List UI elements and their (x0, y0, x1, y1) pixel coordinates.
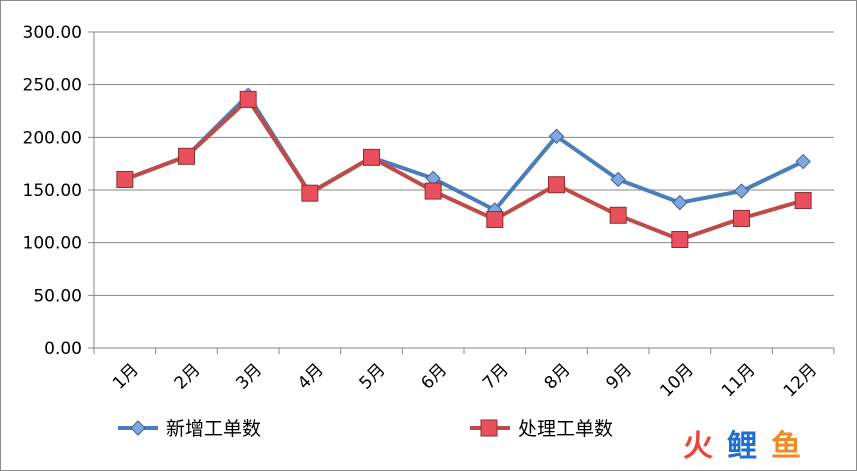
x-tick-label: 7月 (479, 360, 513, 394)
y-tick-label: 200.00 (23, 128, 82, 148)
data-point-square (424, 182, 442, 200)
y-axis-ticks: 0.00 50.00 100.00 150.00 200.00 250.00 300.00 (23, 23, 94, 359)
data-point-square (239, 90, 257, 108)
series-group (116, 87, 812, 249)
x-tick-label: 8月 (541, 360, 575, 394)
x-tick-label: 3月 (232, 360, 266, 394)
data-point-square (178, 147, 195, 165)
gridlines (94, 31, 834, 296)
legend-marker-diamond (130, 420, 146, 436)
legend-label-processed: 处理工单数 (518, 418, 613, 440)
data-point-diamond (733, 183, 750, 199)
data-point-square (301, 184, 319, 202)
x-tick-label: 11月 (718, 360, 759, 401)
watermark-char-3: 鱼 (771, 429, 801, 464)
legend-label-new: 新增工单数 (166, 418, 261, 440)
watermark-char-2: 鲤 (727, 429, 757, 464)
data-point-square (486, 210, 504, 228)
y-tick-label: 50.00 (33, 286, 82, 306)
legend: 新增工单数 处理工单数 (118, 418, 613, 440)
x-tick-label: 2月 (171, 360, 205, 394)
y-tick-label: 100.00 (23, 234, 82, 254)
series-line-1 (124, 93, 805, 213)
data-point-diamond (795, 153, 811, 170)
x-tick-label: 4月 (294, 360, 328, 394)
y-tick-label: 300.00 (23, 23, 82, 43)
data-point-diamond (548, 128, 565, 144)
watermark-logo: 火 鲤 鱼 (683, 429, 801, 464)
x-tick-label: 12月 (780, 360, 821, 401)
data-point-square (548, 176, 565, 194)
x-tick-label: 5月 (356, 360, 390, 394)
data-point-square (733, 209, 750, 227)
data-point-square (116, 170, 134, 188)
data-point-square (363, 148, 380, 166)
series-line-2 (124, 97, 804, 242)
x-tick-label: 6月 (417, 360, 451, 394)
legend-marker-square (480, 419, 498, 437)
data-point-square (671, 231, 689, 249)
data-point-diamond (610, 171, 626, 188)
y-tick-label: 150.00 (23, 181, 82, 201)
data-point-square (794, 192, 812, 210)
x-tick-label: 10月 (656, 360, 697, 401)
x-tick-label: 1月 (109, 360, 143, 394)
data-point-diamond (672, 194, 688, 211)
data-point-square (609, 206, 627, 224)
x-tick-label: 9月 (602, 360, 636, 394)
watermark-char-1: 火 (683, 429, 713, 464)
x-axis-ticks: 1月 2月 3月 4月 5月 6月 7月 8月 9月 10月 11月 12月 (93, 348, 835, 401)
y-tick-label: 0.00 (44, 339, 82, 359)
y-tick-label: 250.00 (23, 76, 82, 96)
